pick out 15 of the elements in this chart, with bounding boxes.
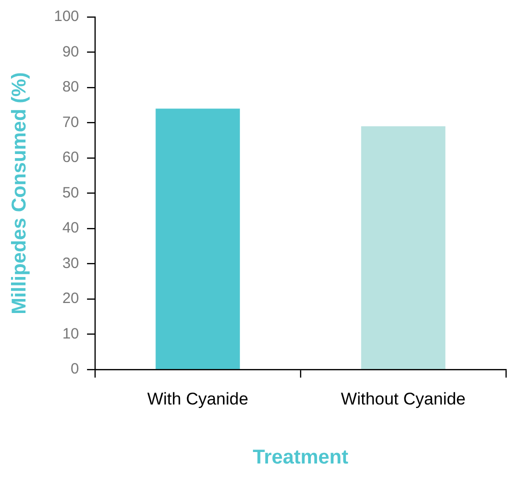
- y-tick-label: 20: [62, 290, 80, 308]
- y-tick-label: 70: [62, 114, 80, 131]
- y-tick-label: 10: [62, 325, 80, 342]
- y-tick-label: 40: [62, 220, 80, 237]
- y-axis-title: Millipedes Consumed (%): [8, 72, 31, 314]
- x-axis-title: Treatment: [252, 446, 349, 469]
- y-tick-label: 0: [70, 360, 80, 378]
- y-tick-label: 100: [54, 8, 80, 26]
- y-tick-label: 80: [62, 78, 80, 96]
- y-tick-label: 90: [62, 43, 80, 60]
- y-tick-label: 30: [62, 254, 80, 272]
- y-tick-label: 60: [62, 149, 80, 166]
- x-tick-label: With Cyanide: [147, 389, 248, 408]
- x-tick-label: Without Cyanide: [340, 389, 466, 408]
- y-tick-label: 50: [62, 184, 80, 202]
